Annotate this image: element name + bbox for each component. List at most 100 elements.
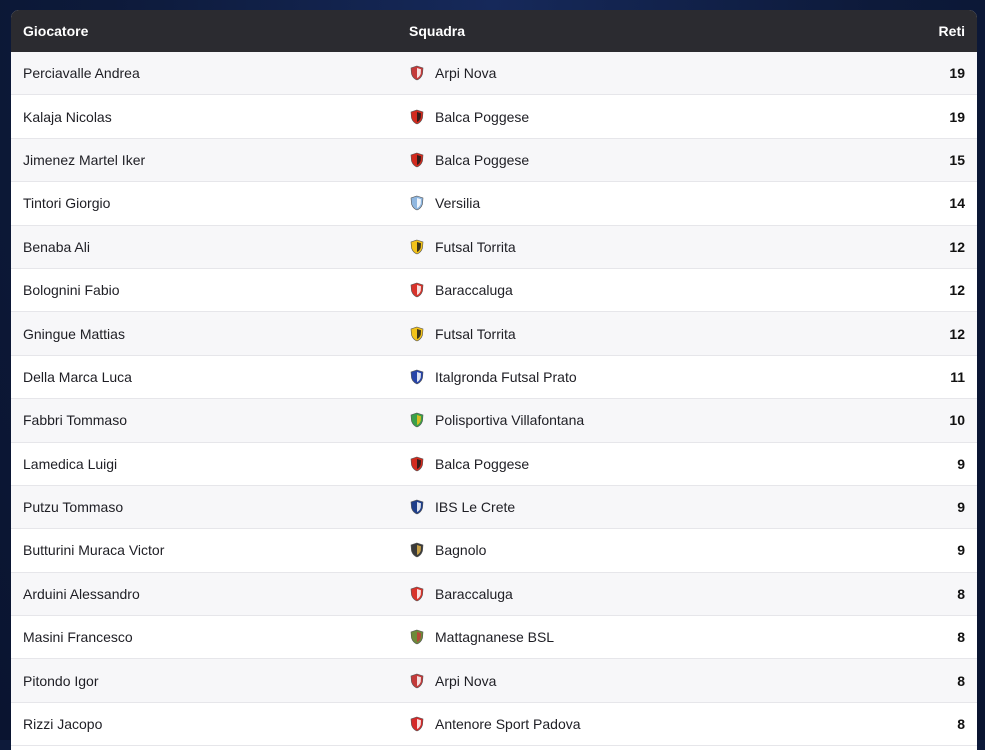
- team-name: Versilia: [435, 195, 481, 212]
- team-cell[interactable]: Mattagnanese BSL: [398, 629, 878, 645]
- goals-value: 9: [957, 542, 965, 559]
- goals-value: 8: [957, 629, 965, 646]
- team-cell[interactable]: Futsal Torrita: [398, 326, 878, 342]
- team-cell[interactable]: Arpi Nova: [398, 65, 878, 81]
- table-row[interactable]: Gningue Mattias Futsal Torrita 12: [11, 312, 977, 356]
- goals-value: 14: [949, 195, 965, 212]
- table-body: Perciavalle Andrea Arpi Nova 19 Kalaja Nico…: [11, 52, 977, 747]
- baraccaluga-crest-icon: [409, 586, 425, 602]
- goals-value: 8: [957, 585, 965, 602]
- goals-value: 15: [949, 151, 965, 168]
- player-name[interactable]: Kalaja Nicolas: [23, 108, 112, 125]
- team-name: Futsal Torrita: [435, 325, 516, 342]
- table-header: Giocatore Squadra Reti: [11, 10, 977, 52]
- player-name[interactable]: Jimenez Martel Iker: [23, 151, 146, 168]
- goals-value: 19: [949, 108, 965, 125]
- player-name[interactable]: Putzu Tommaso: [23, 499, 124, 516]
- team-name: Balca Poggese: [435, 108, 530, 125]
- team-cell[interactable]: Italgronda Futsal Prato: [398, 369, 878, 385]
- table-row[interactable]: Masini Francesco Mattagnanese BSL 8: [11, 616, 977, 660]
- column-header-player[interactable]: Giocatore: [23, 23, 89, 39]
- team-name: Baraccaluga: [435, 282, 513, 299]
- player-name[interactable]: Della Marca Luca: [23, 368, 132, 385]
- team-cell[interactable]: Futsal Torrita: [398, 239, 878, 255]
- futsal-torrita-crest-icon: [409, 326, 425, 342]
- arpi-nova-crest-icon: [409, 673, 425, 689]
- scorers-table: Giocatore Squadra Reti Perciavalle Andre…: [11, 10, 977, 750]
- goals-value: 9: [957, 455, 965, 472]
- team-cell[interactable]: Versilia: [398, 195, 878, 211]
- table-row[interactable]: Arduini Alessandro Baraccaluga 8: [11, 572, 977, 617]
- goals-value: 11: [950, 368, 965, 385]
- goals-value: 8: [957, 672, 965, 689]
- versilia-crest-icon: [409, 195, 425, 211]
- column-header-team[interactable]: Squadra: [409, 23, 466, 39]
- team-cell[interactable]: Antenore Sport Padova: [398, 716, 878, 732]
- team-cell[interactable]: Balca Poggese: [398, 456, 878, 472]
- goals-value: 9: [957, 499, 965, 516]
- table-row[interactable]: Perciavalle Andrea Arpi Nova 19: [11, 52, 977, 96]
- team-name: Polisportiva Villafontana: [435, 412, 585, 429]
- team-name: Arpi Nova: [435, 672, 497, 689]
- player-name[interactable]: Masini Francesco: [23, 629, 133, 646]
- column-header-goals[interactable]: Reti: [938, 23, 965, 39]
- team-name: Antenore Sport Padova: [435, 716, 581, 733]
- antenore-crest-icon: [409, 716, 425, 732]
- team-name: Mattagnanese BSL: [435, 629, 555, 646]
- team-cell[interactable]: Polisportiva Villafontana: [398, 412, 878, 428]
- team-name: IBS Le Crete: [435, 499, 516, 516]
- table-row[interactable]: Jimenez Martel Iker Balca Poggese 15: [11, 138, 977, 183]
- player-name[interactable]: Rizzi Jacopo: [23, 716, 103, 733]
- futsal-torrita-crest-icon: [409, 239, 425, 255]
- villafontana-crest-icon: [409, 412, 425, 428]
- team-cell[interactable]: IBS Le Crete: [398, 499, 878, 515]
- player-name[interactable]: Fabbri Tommaso: [23, 412, 128, 429]
- team-name: Futsal Torrita: [435, 238, 516, 255]
- player-name[interactable]: Arduini Alessandro: [23, 585, 140, 602]
- team-cell[interactable]: Balca Poggese: [398, 152, 878, 168]
- baraccaluga-crest-icon: [409, 282, 425, 298]
- balca-poggese-crest-icon: [409, 109, 425, 125]
- team-cell[interactable]: Baraccaluga: [398, 586, 878, 602]
- team-cell[interactable]: Bagnolo: [398, 542, 878, 558]
- player-name[interactable]: Tintori Giorgio: [23, 195, 111, 212]
- player-name[interactable]: Gningue Mattias: [23, 325, 125, 342]
- team-cell[interactable]: Balca Poggese: [398, 109, 878, 125]
- player-name[interactable]: Butturini Muraca Victor: [23, 542, 165, 559]
- team-name: Balca Poggese: [435, 455, 530, 472]
- mattagnanese-crest-icon: [409, 629, 425, 645]
- balca-poggese-crest-icon: [409, 456, 425, 472]
- ibs-le-crete-crest-icon: [409, 499, 425, 515]
- table-row[interactable]: Bolognini Fabio Baraccaluga 12: [11, 268, 977, 313]
- team-cell[interactable]: Arpi Nova: [398, 673, 878, 689]
- team-cell[interactable]: Baraccaluga: [398, 282, 878, 298]
- table-row[interactable]: Putzu Tommaso IBS Le Crete 9: [11, 485, 977, 530]
- player-name[interactable]: Perciavalle Andrea: [23, 65, 140, 82]
- table-row[interactable]: Benaba Ali Futsal Torrita 12: [11, 225, 977, 269]
- balca-poggese-crest-icon: [409, 152, 425, 168]
- goals-value: 19: [949, 65, 965, 82]
- bagnolo-crest-icon: [409, 542, 425, 558]
- table-row[interactable]: Tintori Giorgio Versilia 14: [11, 182, 977, 226]
- arpi-nova-crest-icon: [409, 65, 425, 81]
- table-row[interactable]: Rizzi Jacopo Antenore Sport Padova 8: [11, 702, 977, 747]
- goals-value: 12: [949, 282, 965, 299]
- player-name[interactable]: Pitondo Igor: [23, 672, 99, 689]
- table-row[interactable]: Kalaja Nicolas Balca Poggese 19: [11, 95, 977, 139]
- goals-value: 10: [949, 412, 965, 429]
- goals-value: 12: [949, 325, 965, 342]
- team-name: Baraccaluga: [435, 585, 513, 602]
- player-name[interactable]: Benaba Ali: [23, 238, 90, 255]
- table-row[interactable]: Fabbri Tommaso Polisportiva Villafontana 1…: [11, 399, 977, 443]
- team-name: Balca Poggese: [435, 151, 530, 168]
- table-row[interactable]: Lamedica Luigi Balca Poggese 9: [11, 442, 977, 486]
- italgronda-crest-icon: [409, 369, 425, 385]
- table-row[interactable]: Butturini Muraca Victor Bagnolo 9: [11, 529, 977, 573]
- goals-value: 8: [957, 716, 965, 733]
- team-name: Bagnolo: [435, 542, 487, 559]
- player-name[interactable]: Lamedica Luigi: [23, 455, 118, 472]
- table-row[interactable]: Della Marca Luca Italgronda Futsal Prato 1…: [11, 355, 977, 400]
- player-name[interactable]: Bolognini Fabio: [23, 282, 120, 299]
- team-name: Italgronda Futsal Prato: [435, 368, 577, 385]
- table-row[interactable]: Pitondo Igor Arpi Nova 8: [11, 659, 977, 703]
